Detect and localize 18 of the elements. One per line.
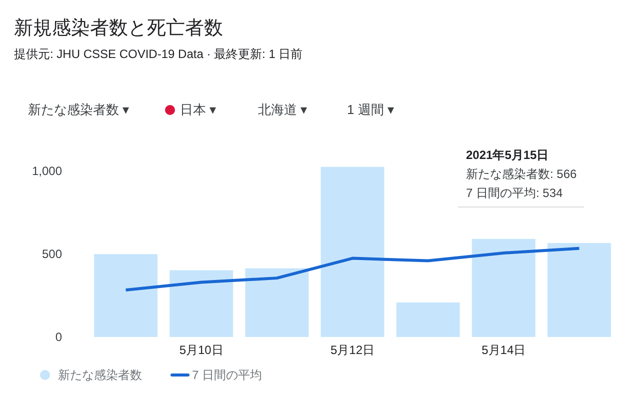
text: 2021年5月15日 xyxy=(466,148,549,162)
legend-label: 新たな感染者数 xyxy=(58,368,142,382)
annotation: 新たな感染者数: 566 xyxy=(466,167,578,181)
text: 日本 ▾ xyxy=(180,102,217,117)
x-tick-label: 5月10日 xyxy=(179,343,224,357)
legend-label: 7 日間の平均 xyxy=(192,368,262,382)
x-tick-label: 5月12日 xyxy=(330,343,375,357)
chart-subtitle: 提供元: JHU CSSE COVID-19 Data · 最終更新: 1 日前 xyxy=(14,47,303,61)
text: 1 週間 ▾ xyxy=(347,102,394,117)
annotation: 7 日間の平均: 534 xyxy=(466,186,564,200)
y-tick-label: 1,000 xyxy=(32,164,62,178)
text: 北海道 ▾ xyxy=(258,102,308,117)
y-tick-label: 500 xyxy=(42,246,62,261)
text: 新たな感染者数 ▾ xyxy=(28,102,130,117)
chart-title: 新規感染者数と死亡者数 xyxy=(14,17,223,39)
x-tick-label: 5月14日 xyxy=(482,343,526,357)
line-series xyxy=(124,246,581,292)
y-tick-label: 0 xyxy=(55,330,62,344)
